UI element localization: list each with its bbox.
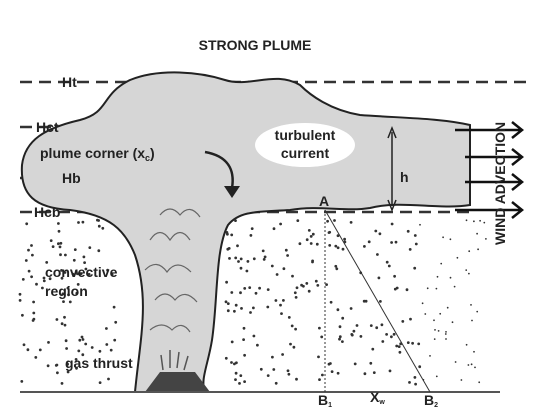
- label: h: [400, 169, 409, 185]
- level-label: Hct: [36, 119, 59, 135]
- turbulence-curls: [144, 208, 201, 333]
- label: plume corner (xc): [40, 145, 155, 163]
- level-label: Hcb: [34, 204, 60, 220]
- corner-arrow: [204, 150, 234, 189]
- gas-jets: [160, 350, 189, 371]
- volcano: [145, 372, 210, 392]
- label: convective: [45, 264, 118, 280]
- label: gas thrust: [65, 355, 133, 371]
- label: region: [45, 283, 88, 299]
- arrow-head: [387, 125, 397, 213]
- title: STRONG PLUME: [199, 37, 312, 53]
- diagonal-line: [324, 209, 431, 393]
- level-label: Ht: [62, 74, 77, 90]
- level-label: Hb: [62, 170, 81, 186]
- wind-arrows: [455, 121, 525, 219]
- current-blob: [255, 123, 355, 167]
- label: A: [319, 193, 329, 209]
- label: Xw: [370, 389, 385, 406]
- label: current: [281, 145, 330, 161]
- label: WIND ADVECTION: [492, 122, 508, 245]
- label: B1: [318, 392, 332, 408]
- plume: [20, 71, 471, 393]
- label: turbulent: [275, 127, 336, 143]
- label: B2: [424, 392, 438, 408]
- arrow-head: [224, 186, 240, 198]
